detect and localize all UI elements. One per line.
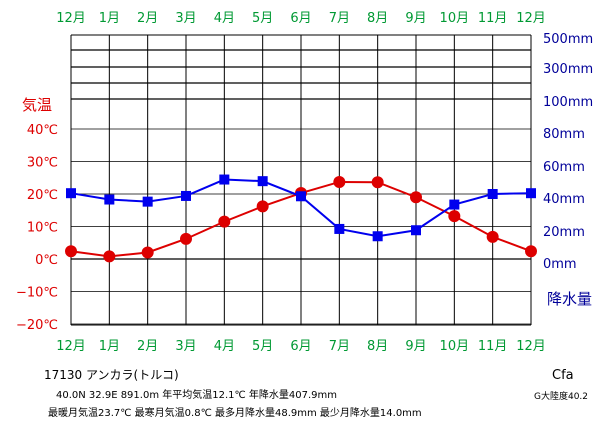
month-label-bottom: 11月 [478,339,508,354]
temperature-point [371,176,384,189]
precip-tick-label: 300mm [543,62,593,77]
month-label-top: 3月 [175,11,196,26]
continentality: G大陸度40.2 [534,392,589,402]
precip-tick-label: 80mm [543,127,585,142]
month-label-top: 10月 [440,11,470,26]
month-label-bottom: 3月 [175,339,196,354]
month-label-bottom: 4月 [214,339,235,354]
precip-tick-label: 100mm [543,95,593,110]
precipitation-point [66,188,76,199]
temp-tick-label: −10℃ [16,286,58,301]
precip-tick-label: 60mm [543,160,585,175]
temp-tick-label: 0℃ [35,253,58,268]
precip-tick-label: 500mm [543,32,593,47]
precipitation-point [181,190,191,201]
month-label-top: 4月 [214,11,235,26]
precipitation-point [257,176,268,187]
climate-code: Cfa [552,368,574,383]
temperature-point [65,245,77,258]
precip-axis-title: 降水量 [547,290,592,308]
month-label-bottom: 10月 [440,339,470,354]
temperature-point [103,250,116,263]
month-label-top: 8月 [367,11,388,26]
month-label-top: 2月 [137,11,158,26]
month-label-bottom: 6月 [290,339,311,354]
month-label-bottom: 7月 [329,339,350,354]
temperature-point [256,200,269,213]
month-label-top: 1月 [99,11,120,26]
month-label-top: 7月 [329,11,350,26]
month-label-top: 6月 [290,11,311,26]
temperature-point [486,230,499,243]
precipitation-point [334,223,345,234]
month-label-bottom: 8月 [367,339,388,354]
temp-tick-label: −20℃ [16,318,58,333]
temp-tick-label: 30℃ [27,156,58,171]
grid-lines [70,34,532,326]
station-stats-line1: 40.0N 32.9E 891.0m 年平均気温12.1℃ 年降水量407.9m… [56,390,338,401]
temperature-point [448,210,461,223]
temp-tick-label: 20℃ [27,188,58,203]
month-label-bottom: 12月 [516,339,546,354]
temperature-point [525,245,537,258]
temp-axis-title: 気温 [22,96,52,114]
precipitation-point [487,189,498,199]
month-label-top: 11月 [478,11,508,26]
month-label-bottom: 2月 [137,339,158,354]
series-layer [65,174,537,263]
temperature-point [218,215,231,228]
month-label-bottom: 5月 [252,339,273,354]
precipitation-point [411,225,421,236]
temperature-point [180,232,192,245]
temp-tick-label: 10℃ [27,221,58,236]
precip-tick-label: 40mm [543,192,585,207]
station-stats-line2: 最暖月気温23.7℃ 最寒月気温0.8℃ 最多月降水量48.9mm 最少月降水量… [48,408,422,419]
precipitation-point [449,199,460,210]
axis-labels: 12月 12月 1月 1月 2月 2月 3月 3月 4月 4月 5月 5月 6月 6月 7月 7月 8月 8月 9月… [16,11,593,354]
precipitation-point [526,188,536,199]
precipitation-point [219,174,230,185]
temperature-point [333,175,346,188]
month-label-bottom: 9月 [405,339,426,354]
precip-tick-label: 0mm [543,257,577,272]
temp-tick-label: 40℃ [27,123,58,138]
month-label-top: 12月 [516,11,546,26]
station-id-name: 17130 アンカラ(トルコ) [44,368,179,382]
precipitation-point [104,194,115,205]
month-label-top: 12月 [56,11,86,26]
temperature-point [410,191,422,204]
precipitation-point [142,196,153,207]
temperature-point [141,246,154,259]
month-label-top: 5月 [252,11,273,26]
precipitation-point [296,191,306,202]
month-label-bottom: 12月 [56,339,86,354]
precipitation-point [372,231,383,242]
precip-tick-label: 20mm [543,225,585,240]
month-label-top: 9月 [405,11,426,26]
month-label-bottom: 1月 [99,339,120,354]
